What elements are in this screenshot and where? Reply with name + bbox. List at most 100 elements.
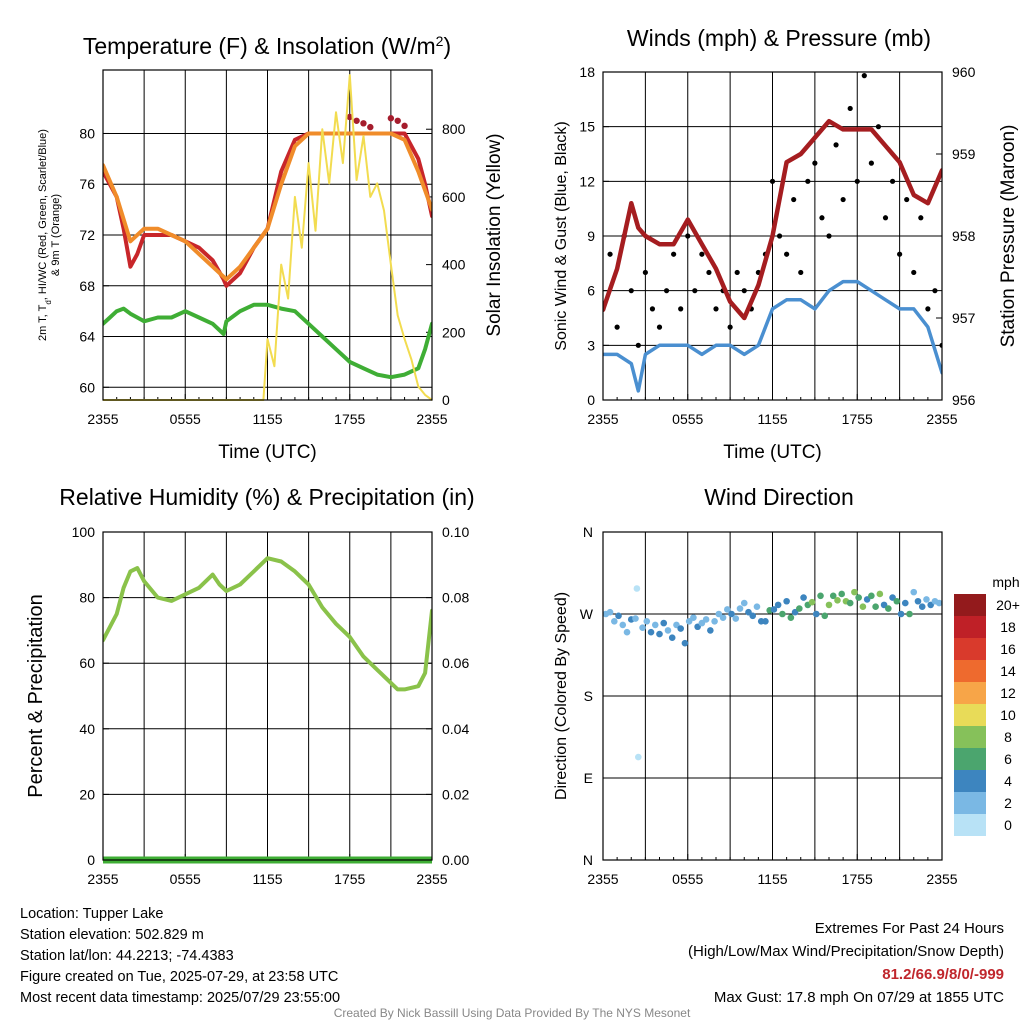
extremes-title: Extremes For Past 24 Hours [814,920,1004,937]
gust-point [607,251,613,257]
y-tick-label-left: 9 [587,228,595,244]
colorbar-swatch [954,638,986,660]
station-pressure-line [603,118,942,321]
wind-direction-point [855,594,862,601]
colorbar-swatch [954,770,986,792]
y-tick-label-left: 0 [587,392,595,408]
wind-direction-point [643,617,651,625]
scarlet-hi-point [353,117,360,124]
gust-point [776,233,783,239]
wind-direction-point [821,612,829,620]
x-tick-label: 2355 [416,411,447,427]
gust-point [854,178,860,184]
wind-direction-point [660,619,668,627]
y-tick-label-right: 0.04 [442,721,469,737]
wind-direction-point [635,753,642,761]
gust-point [692,288,698,294]
max-gust-text: Max Gust: 17.8 mph On 07/29 at 1855 UTC [713,989,1004,1006]
colorbar-label: 14 [1000,663,1016,679]
wind-direction-point [779,610,786,618]
scarlet-hi-point [387,115,395,122]
gust-point [897,251,903,257]
plot-area [603,585,942,761]
wind-direction-point [749,612,757,620]
x-tick-label: 0555 [170,871,201,887]
sonic-wind-line [603,279,942,393]
wind-direction-point [851,588,858,596]
y-tick-label-right: 0.02 [442,786,469,802]
x-tick-label: 0555 [672,411,703,427]
y-tick-label-left: 18 [579,64,595,80]
wind-direction-point [935,599,942,607]
y-tick-label-right: 958 [952,228,976,244]
wind-direction-point [647,628,655,636]
gust-point [642,269,648,276]
gust-point [784,251,790,257]
wind-direction-point [633,585,641,592]
colorbar-swatch [954,660,986,682]
gust-point [656,324,663,330]
y-tick-label-right: 400 [442,257,466,273]
gust-point [932,288,938,294]
wind-direction-point [876,590,884,598]
x-tick-label: 1755 [842,411,873,427]
plot-area [603,73,942,393]
y-tick-label-left: S [584,688,593,704]
wind-direction-point [681,639,689,647]
x-tick-label: 2355 [87,871,118,887]
wind-direction-point [615,612,622,620]
gust-point [663,288,670,294]
colorbar-label: 0 [1004,817,1012,833]
x-tick-label: 1755 [334,871,365,887]
wind-direction-point [885,605,892,612]
gust-point [805,178,811,184]
y-tick-label-left: 68 [79,278,95,294]
colorbar-label: 20+ [996,597,1020,613]
plot-frame [602,531,943,861]
wind-direction-point [846,599,854,607]
x-tick-label: 1155 [252,871,282,887]
x-tick-label: 1155 [757,871,787,887]
gust-point [734,269,740,276]
x-tick-label: 1155 [757,411,787,427]
wind-direction-point [770,606,778,613]
x-tick-label: 1755 [842,871,873,887]
td-line [103,302,432,380]
gust-point [713,306,719,312]
y-tick-label-left: N [583,852,593,868]
wind-direction-point [910,588,918,596]
wind-direction-point [872,603,879,611]
wind-direction-point [711,617,718,625]
credit-text: Created By Nick Bassill Using Data Provi… [333,1006,691,1020]
wind-direction-point [868,592,875,600]
y-tick-label-left: 72 [79,227,95,243]
y-tick-label-left: 0 [87,852,95,868]
y-tick-label-right: 957 [952,310,976,326]
wind-direction-point [728,610,735,618]
y-axis-label-left: Direction (Colored By Speed) [553,592,570,800]
x-tick-label: 2355 [416,871,447,887]
y-tick-label-left: 40 [79,721,95,737]
x-tick-label: 2355 [587,411,618,427]
colorbar-swatch [954,616,986,638]
wind-direction-point [812,610,820,618]
x-axis-label: Time (UTC) [723,442,822,463]
wind-direction-point [740,599,748,607]
wind-direction-point [668,634,676,641]
gust-point [925,306,931,312]
wind-direction-point [914,597,922,605]
gust-point [833,142,839,148]
wind-direction-point [762,617,769,625]
wind-direction-point [923,596,930,603]
colorbar-label: 10 [1000,707,1016,723]
y-tick-label-left: 60 [79,379,95,395]
extremes-subtitle: (High/Low/Max Wind/Precipitation/Snow De… [688,943,1004,960]
gust-point [882,215,889,221]
chart-title: Wind Direction [704,484,854,510]
wind-direction-point [918,603,926,611]
wind-direction-point [632,615,639,622]
x-tick-label: 0555 [672,871,703,887]
y-tick-label-right: 0.10 [442,524,469,540]
y-tick-label-right: 0.08 [442,590,469,606]
scarlet-hi-point [360,120,367,127]
